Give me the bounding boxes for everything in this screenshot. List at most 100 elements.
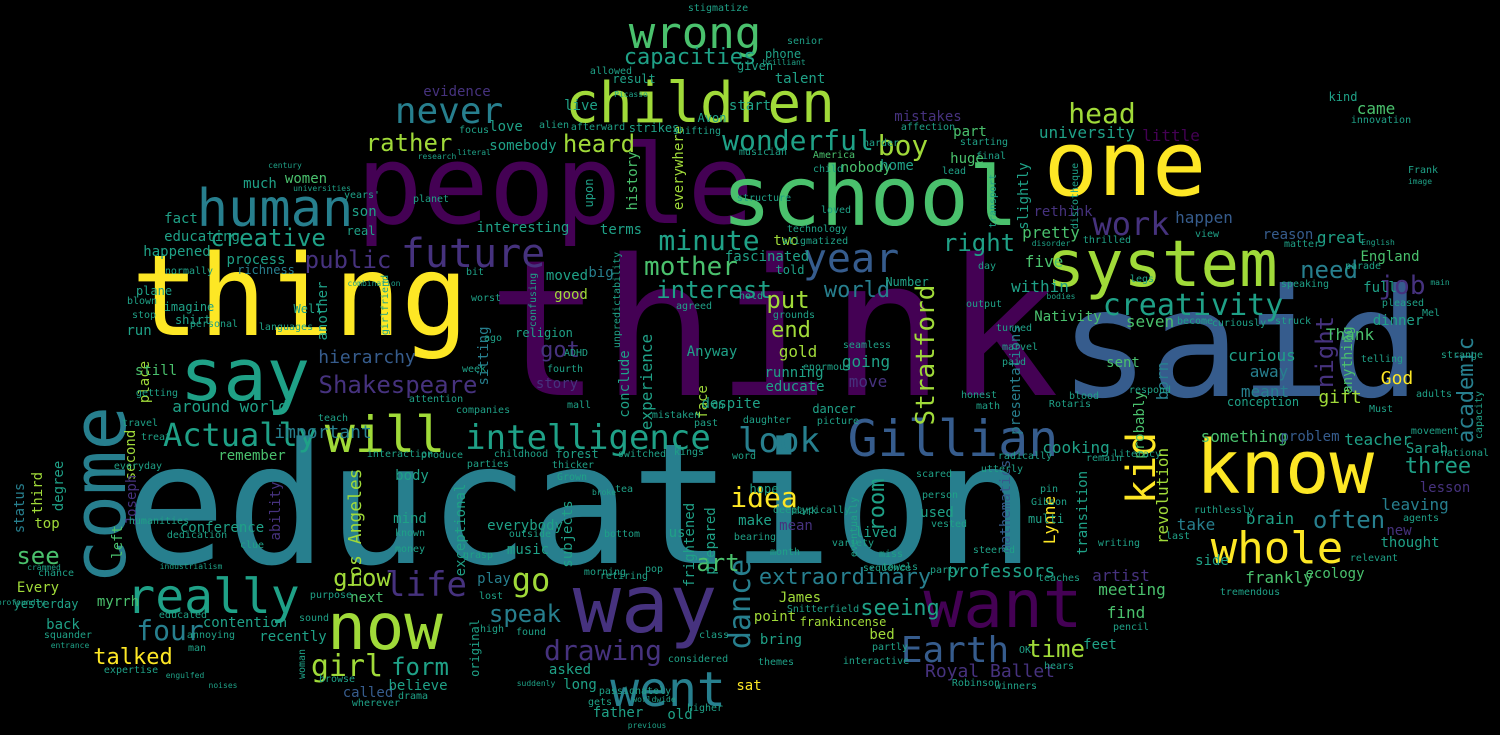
word-away: away [1249, 362, 1289, 381]
word-bring: bring [759, 632, 803, 648]
word-winners: winners [994, 681, 1038, 692]
word-afterward: afterward [570, 122, 626, 133]
word-great: great [1316, 228, 1366, 247]
word-squander: squander [43, 630, 93, 641]
word-running: running [764, 365, 824, 381]
word-previous: previous [627, 721, 667, 730]
word-one: one [1043, 112, 1207, 217]
word-father: father [592, 705, 644, 721]
word-partly: partly [871, 642, 909, 653]
word-year: year [802, 236, 900, 282]
word-asked: asked [548, 662, 592, 678]
word-suddenly: suddenly [516, 679, 556, 688]
word-came: came [1356, 99, 1396, 118]
word-parade: parade [1344, 261, 1382, 272]
word-told: told [775, 263, 805, 277]
word-agents: agents [1402, 513, 1440, 524]
word-real: real [346, 224, 376, 238]
word-blown: blown [126, 296, 158, 307]
word-high: high [479, 624, 505, 635]
word-wherever: wherever [351, 698, 401, 709]
word-put: put [766, 286, 810, 314]
word-final: final [975, 151, 1007, 162]
word-people: people [356, 121, 754, 249]
word-struck: struck [1274, 316, 1312, 327]
word-artist: artist [1092, 566, 1150, 585]
word-big: big [588, 265, 614, 281]
word-shakespeare: Shakespeare [318, 371, 478, 399]
word-every: Every [16, 580, 60, 596]
word-adhd: ADHD [563, 348, 589, 359]
word-something: something [1200, 427, 1288, 446]
word-earth: Earth [900, 630, 1010, 671]
word-long: long [563, 677, 597, 693]
word-pencil: pencil [1112, 622, 1150, 633]
word-human: human [196, 179, 354, 239]
word-say: say [179, 333, 311, 417]
word-feet: feet [1083, 637, 1117, 653]
word-confusing: confusing [528, 272, 539, 328]
word-education: education [124, 407, 1036, 603]
word-everywhere: everywhere [671, 125, 687, 211]
word-mean: mean [779, 518, 813, 534]
word-retiring: retiring [599, 571, 649, 582]
word-lost: lost [478, 591, 504, 602]
word-unpredictability: unpredictability [612, 251, 623, 349]
word-really: really [126, 569, 300, 625]
word-towels: towels [881, 562, 919, 573]
word-whole: whole [1210, 523, 1344, 574]
word-alien: alien [538, 120, 570, 131]
word-five: five [1024, 252, 1064, 271]
word-speak: speak [488, 600, 562, 628]
word-considered: considered [667, 654, 729, 665]
word-bit: bit [465, 267, 485, 278]
word-public: public [304, 246, 392, 274]
word-brilliant: brilliant [762, 58, 806, 67]
word-structure: structure [736, 193, 792, 204]
word-strange: strange [1440, 350, 1484, 361]
word-creativity: creativity [1102, 288, 1284, 323]
word-teacher: teacher [1344, 430, 1412, 449]
word-curious: curious [1228, 346, 1296, 365]
word-universities: universities [293, 184, 351, 193]
word-travel: travel [121, 418, 159, 429]
word-tea: tea [614, 484, 634, 495]
word-old: old [667, 707, 693, 723]
word-meeting: meeting [1098, 580, 1166, 599]
word-transport: transport [988, 173, 999, 229]
word-university: university [1038, 123, 1136, 142]
word-body: body [395, 468, 429, 484]
word-us: us [668, 525, 686, 541]
word-planet: planet [412, 194, 450, 205]
word-james: James [778, 590, 822, 606]
word-three: three [1404, 454, 1472, 479]
word-grow: grow [333, 564, 391, 592]
word-room: room [865, 478, 890, 532]
word-lesson: lesson [1419, 480, 1471, 496]
word-see: see [16, 542, 60, 570]
word-never: never [394, 91, 504, 132]
word-leaving: leaving [1381, 495, 1449, 514]
word-educated: educated [158, 610, 208, 621]
word-pop: pop [644, 564, 664, 575]
word-los-angeles: Los Angeles [345, 468, 366, 588]
word-frankincense: frankincense [799, 615, 887, 629]
word-vested: vested [930, 519, 968, 530]
word-variety: variety [831, 538, 875, 549]
word-within: within [1011, 277, 1069, 296]
word-getting: getting [135, 388, 179, 399]
word-focus: focus [458, 125, 490, 136]
word-job: job [1378, 271, 1426, 301]
word-themes: themes [757, 657, 795, 668]
word-stigmatize: stigmatize [687, 3, 749, 14]
word-legs: legs [1129, 274, 1155, 285]
word-story: story [535, 376, 579, 392]
word-religion: religion [515, 326, 573, 340]
word-full: full [1363, 280, 1397, 296]
word-exceptional: exceptional [453, 483, 469, 577]
word-gibson: Gibson [1030, 497, 1068, 508]
word-curiously: curiously [1211, 318, 1267, 329]
word-parties: parties [466, 459, 510, 470]
word-man: man [187, 643, 207, 654]
word-disorder: disorder [1031, 239, 1071, 248]
